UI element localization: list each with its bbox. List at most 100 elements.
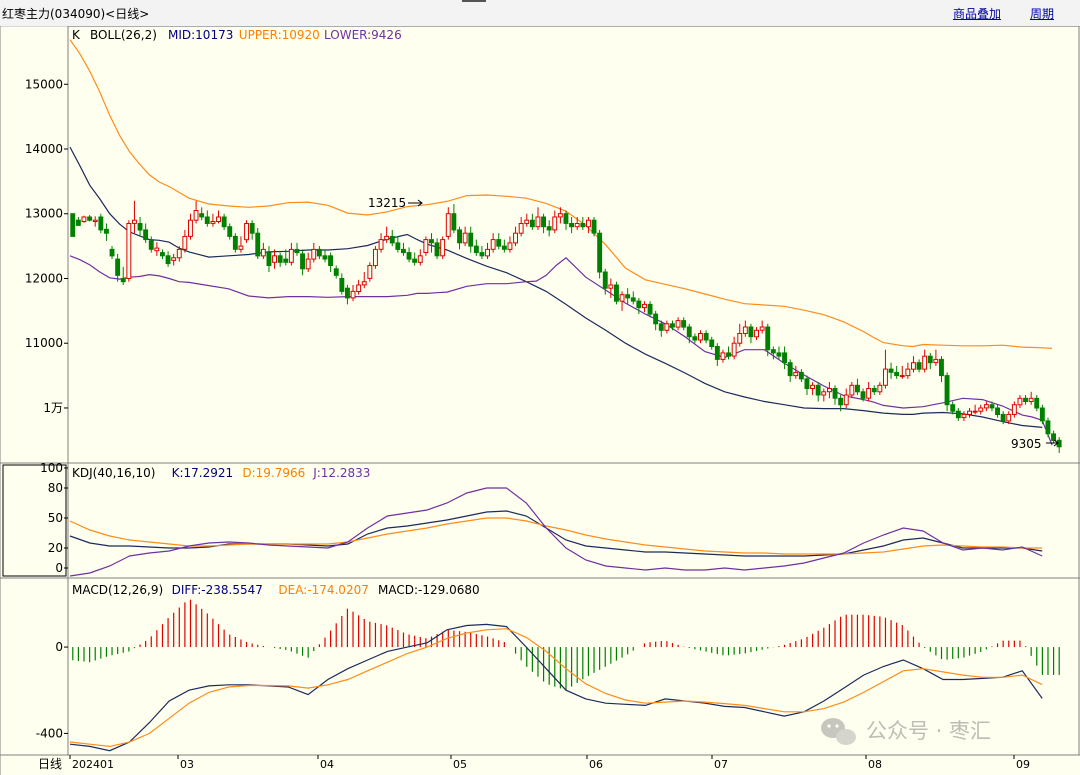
chart-area[interactable]: K BOLL(26,2) MID:10173 UPPER:10920 LOWER:94… xyxy=(0,26,1080,775)
x-axis: 日线 202401 03 04 05 06 07 08 09 xyxy=(38,755,1030,771)
candle-body xyxy=(524,219,530,224)
candle-body xyxy=(1051,433,1056,441)
candle-body xyxy=(479,252,485,257)
candle-body xyxy=(989,404,995,409)
period-link[interactable]: 周期 xyxy=(1030,7,1055,21)
candle-body xyxy=(434,242,440,257)
candle-body xyxy=(260,248,266,257)
candle-body xyxy=(501,245,507,250)
candle-body xyxy=(288,248,294,263)
candle-body xyxy=(698,333,703,341)
watermark-text: 公众号 · 枣汇 xyxy=(866,719,991,743)
candle-body xyxy=(597,232,603,273)
candle-body xyxy=(944,375,950,406)
x-label-7: 09 xyxy=(1016,758,1030,771)
candle-body xyxy=(120,278,126,283)
plot-border xyxy=(67,26,1080,756)
candle-body xyxy=(98,216,104,231)
candle-body xyxy=(675,320,681,328)
candle-body xyxy=(429,239,434,244)
macd-panel: MACD(12,26,9) DIFF:-238.5547 DEA:-174.0207… xyxy=(36,583,1060,752)
candle-body xyxy=(384,235,390,241)
candle-body xyxy=(608,284,614,289)
candle-body xyxy=(199,213,205,218)
kdj-ticks-label-1: 80 xyxy=(48,481,63,495)
candle-body xyxy=(619,294,625,302)
title-bar: 红枣主力(034090)<日线> 商品叠加 周期 xyxy=(0,0,1080,27)
candle-body xyxy=(827,388,832,393)
candle-body xyxy=(1011,404,1017,415)
candle-body xyxy=(81,216,87,222)
candle-body xyxy=(333,268,339,276)
kdj-panel: KDJ(40,16,10) K:17.2921 D:19.7966 J:12.2833… xyxy=(40,461,1043,577)
candle-body xyxy=(950,404,956,412)
price-ticks-label-3: 12000 xyxy=(25,271,63,285)
candle-body xyxy=(709,339,715,347)
candle-body xyxy=(238,245,244,250)
window-handle[interactable] xyxy=(462,0,486,2)
commodity-overlay-link[interactable]: 商品叠加 xyxy=(953,7,1002,21)
candle-body xyxy=(894,371,900,377)
macd-legend-item-2: DEA:-174.0207 xyxy=(278,583,368,597)
candle-body xyxy=(294,248,300,254)
x-label-6: 08 xyxy=(868,758,882,771)
kdj-axis-box xyxy=(2,464,67,577)
price-ticks-label-0: 15000 xyxy=(25,77,63,91)
kdj-y-axis: 100 80 50 20 0 xyxy=(40,461,68,575)
candle-body xyxy=(182,235,188,250)
macd-legend: MACD(12,26,9) DIFF:-238.5547 DEA:-174.0207… xyxy=(72,583,480,597)
price-legend-item-0: BOLL(26,2) xyxy=(90,28,157,42)
candle-body xyxy=(255,232,261,257)
candle-body xyxy=(300,253,306,270)
candle-body xyxy=(518,223,524,234)
candle-body xyxy=(473,245,479,254)
candle-body xyxy=(283,258,289,263)
candle-body xyxy=(143,229,149,241)
low-arrow-head xyxy=(1053,439,1059,447)
candle-body xyxy=(967,410,972,415)
kdj-k-line xyxy=(69,510,1043,557)
candle-body xyxy=(955,410,961,419)
macd-legend-item-1: DIFF:-238.5547 xyxy=(172,583,263,597)
price-label-k: K xyxy=(72,28,81,42)
candle-body xyxy=(670,323,675,328)
candle-body xyxy=(244,223,250,241)
candle-body xyxy=(653,313,659,325)
kdj-ticks-label-4: 0 xyxy=(55,561,63,575)
price-legend-item-1: MID:10173 xyxy=(168,28,233,42)
candle-body xyxy=(742,326,748,334)
price-panel: K BOLL(26,2) MID:10173 UPPER:10920 LOWER:94… xyxy=(25,28,1062,453)
candle-body xyxy=(1028,397,1034,402)
candle-body xyxy=(154,247,160,252)
macd-lines xyxy=(69,623,1043,752)
candle-body xyxy=(838,397,844,406)
candle-body xyxy=(221,216,227,228)
candle-body xyxy=(188,219,193,237)
kdj-d-line xyxy=(69,517,1043,555)
high-arrow-head xyxy=(417,199,423,207)
candle-body xyxy=(995,407,1000,415)
watermark: 公众号 · 枣汇 xyxy=(821,718,991,745)
candle-body xyxy=(490,239,496,250)
candle-body xyxy=(485,248,491,257)
candle-body xyxy=(440,239,446,257)
candle-body xyxy=(109,248,115,257)
candle-body xyxy=(686,326,692,338)
candle-body xyxy=(849,384,855,396)
price-ticks-label-1: 14000 xyxy=(25,142,63,156)
candle-body xyxy=(591,219,597,234)
candle-body xyxy=(417,255,423,263)
candle-body xyxy=(978,407,984,412)
candle-body xyxy=(361,281,367,286)
candle-body xyxy=(126,223,132,279)
x-axis-corner: 日线 xyxy=(38,757,62,771)
candle-body xyxy=(899,375,905,378)
candle-body xyxy=(939,358,944,377)
kdj-ticks-label-2: 50 xyxy=(48,511,63,525)
candle-body xyxy=(75,219,81,226)
candle-body xyxy=(557,213,563,218)
candle-body xyxy=(888,368,894,373)
candle-body xyxy=(860,391,866,399)
macd-legend-item-0: MACD(12,26,9) xyxy=(72,583,163,597)
candle-body xyxy=(546,226,552,231)
